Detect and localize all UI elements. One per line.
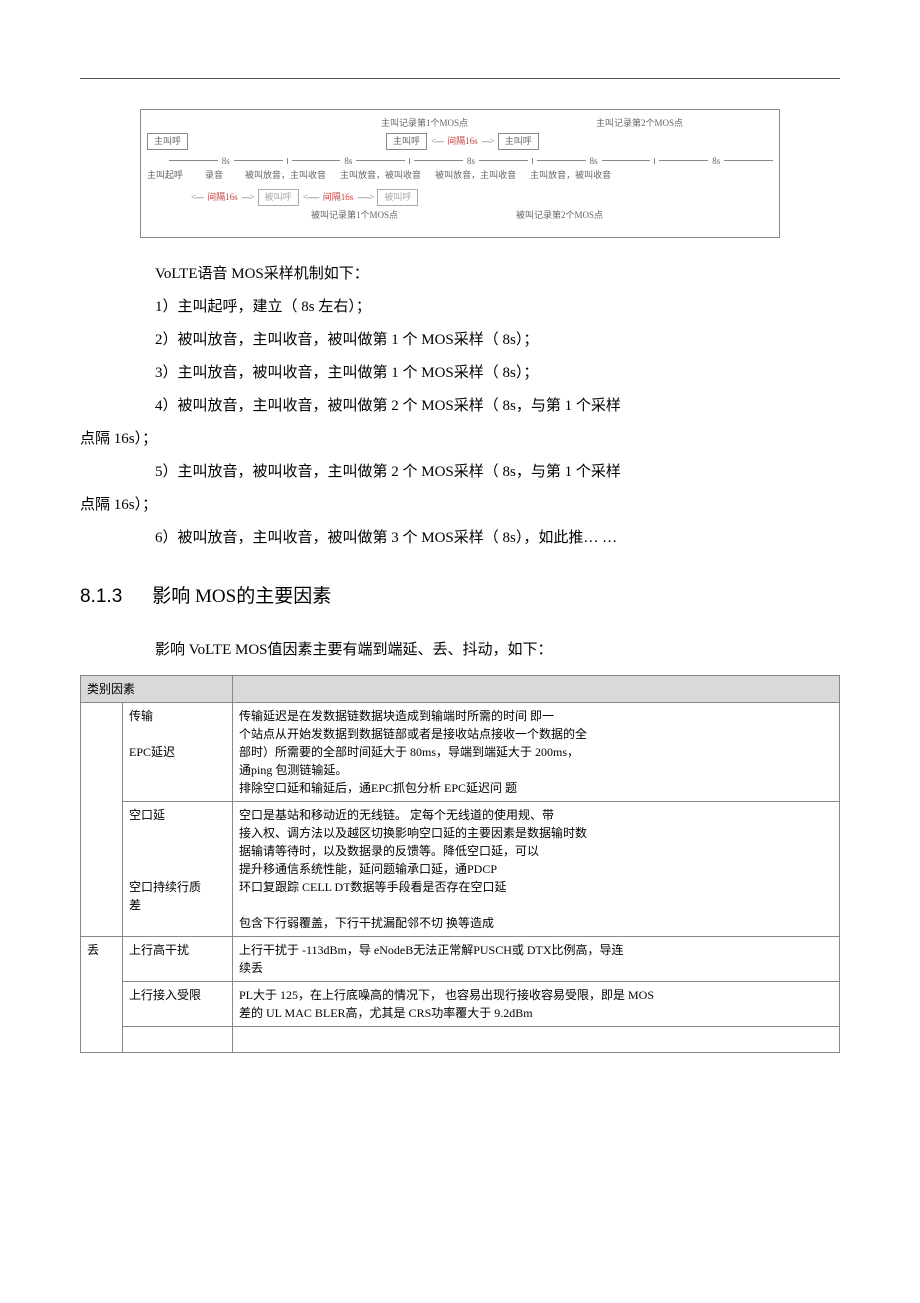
table-row: 传输 EPC延迟 传输延迟是在发数据链数据块造成到输端时所需的时间 即一 个站点…: [81, 702, 840, 801]
table-cell-desc: 空口是基站和移动近的无线链。 定每个无线道的使用规、带 接入权、调方法以及越区切…: [233, 801, 840, 936]
table-row: 丢 上行高干扰 上行干扰于 -113dBm，导 eNodeB无法正常解PUSCH…: [81, 936, 840, 981]
step-line: 5）主叫放音，被叫收音，主叫做第 2 个 MOS采样（ 8s，与第 1 个采样: [80, 456, 840, 489]
table-cell-category: [81, 702, 123, 936]
diagram-interval: 间隔16s: [323, 192, 354, 203]
diagram-top-captions: 主叫记录第1个MOS点 主叫记录第2个MOS点: [147, 118, 773, 129]
table-cell-category: 丢: [81, 936, 123, 1052]
table-cell-name: 空口延 空口持续行质 差: [123, 801, 233, 936]
diagram-box: 主叫呼: [386, 133, 427, 150]
table-cell-desc: 上行干扰于 -113dBm，导 eNodeB无法正常解PUSCH或 DTX比例高…: [233, 936, 840, 981]
table-header-row: 类别因素: [81, 675, 840, 702]
table-cell-name: 传输 EPC延迟: [123, 702, 233, 801]
table-cell-desc: 传输延迟是在发数据链数据块造成到输端时所需的时间 即一 个站点从开始发数据到数据…: [233, 702, 840, 801]
section-heading: 8.1.3 影响 MOS的主要因素: [80, 581, 840, 608]
diagram-interval: 间隔16s: [447, 136, 478, 147]
arrow-icon: ------>: [357, 192, 373, 203]
diagram-caption: 被叫记录第2个MOS点: [516, 210, 603, 221]
diagram-box: 被叫呼: [377, 189, 418, 206]
arrow-icon: ---->: [242, 192, 254, 203]
page-top-rule: [80, 78, 840, 79]
mos-timing-diagram: 主叫记录第1个MOS点 主叫记录第2个MOS点 主叫呼 主叫呼 <---- 间隔…: [140, 109, 780, 238]
table-row: 空口延 空口持续行质 差 空口是基站和移动近的无线链。 定每个无线道的使用规、带…: [81, 801, 840, 936]
table-header-empty: [233, 675, 840, 702]
step-line: 3）主叫放音，被叫收音，主叫做第 1 个 MOS采样（ 8s）；: [80, 357, 840, 390]
section-number: 8.1.3: [80, 586, 122, 607]
arrow-icon: <----: [431, 136, 443, 147]
body-text: VoLTE语音 MOS采样机制如下： 1）主叫起呼，建立（ 8s 左右）； 2）…: [80, 258, 840, 555]
arrow-icon: ---->: [482, 136, 494, 147]
diagram-bottom-captions: 被叫记录第1个MOS点 被叫记录第2个MOS点: [147, 210, 773, 221]
step-tail: 点隔 16s）；: [80, 489, 840, 522]
diagram-box: 主叫呼: [498, 133, 539, 150]
diagram-top-boxes: 主叫呼 主叫呼 <---- 间隔16s ----> 主叫呼: [147, 133, 773, 150]
section-intro: 影响 VoLTE MOS值因素主要有端到端延、丢、抖动，如下：: [80, 634, 840, 667]
diagram-caption: 主叫记录第2个MOS点: [596, 118, 683, 129]
intro-line: VoLTE语音 MOS采样机制如下：: [80, 258, 840, 291]
diagram-interval: 间隔16s: [207, 192, 238, 203]
table-cell-name: 上行接入受限: [123, 981, 233, 1026]
table-row: 上行接入受限 PL大于 125，在上行底噪高的情况下， 也容易出现行接收容易受限…: [81, 981, 840, 1026]
diagram-timeline-labels: 主叫起呼 录音 被叫放音，主叫收音 主叫放音，被叫收音 被叫放音，主叫收音 主叫…: [147, 170, 773, 181]
step-line: 2）被叫放音，主叫收音，被叫做第 1 个 MOS采样（ 8s）；: [80, 324, 840, 357]
factors-table: 类别因素 传输 EPC延迟 传输延迟是在发数据链数据块造成到输端时所需的时间 即…: [80, 675, 840, 1053]
diagram-bottom-boxes: <---- 间隔16s ----> 被叫呼 <------ 间隔16s ----…: [147, 189, 773, 206]
document-page: 主叫记录第1个MOS点 主叫记录第2个MOS点 主叫呼 主叫呼 <---- 间隔…: [0, 0, 920, 1113]
table-cell-empty: [123, 1026, 233, 1052]
table-row-empty: [81, 1026, 840, 1052]
table-cell-empty: [233, 1026, 840, 1052]
section-intro-block: 影响 VoLTE MOS值因素主要有端到端延、丢、抖动，如下：: [80, 634, 840, 667]
diagram-box: 被叫呼: [258, 189, 299, 206]
table-cell-desc: PL大于 125，在上行底噪高的情况下， 也容易出现行接收容易受限，即是 MOS…: [233, 981, 840, 1026]
table-cell-name: 上行高干扰: [123, 936, 233, 981]
arrow-icon: <------: [303, 192, 319, 203]
step-line: 6）被叫放音，主叫收音，被叫做第 3 个 MOS采样（ 8s），如此推… …: [80, 522, 840, 555]
step-line: 4）被叫放音，主叫收音，被叫做第 2 个 MOS采样（ 8s，与第 1 个采样: [80, 390, 840, 423]
step-tail: 点隔 16s）；: [80, 423, 840, 456]
section-title: 影响 MOS的主要因素: [152, 586, 331, 607]
diagram-timeline-ticks: 8s 8s 8s 8s 8s: [147, 156, 773, 167]
diagram-box: 主叫呼: [147, 133, 188, 150]
step-line: 1）主叫起呼，建立（ 8s 左右）；: [80, 291, 840, 324]
diagram-caption: 主叫记录第1个MOS点: [381, 118, 468, 129]
arrow-icon: <----: [191, 192, 203, 203]
diagram-caption: 被叫记录第1个MOS点: [311, 210, 398, 221]
table-header: 类别因素: [81, 675, 233, 702]
